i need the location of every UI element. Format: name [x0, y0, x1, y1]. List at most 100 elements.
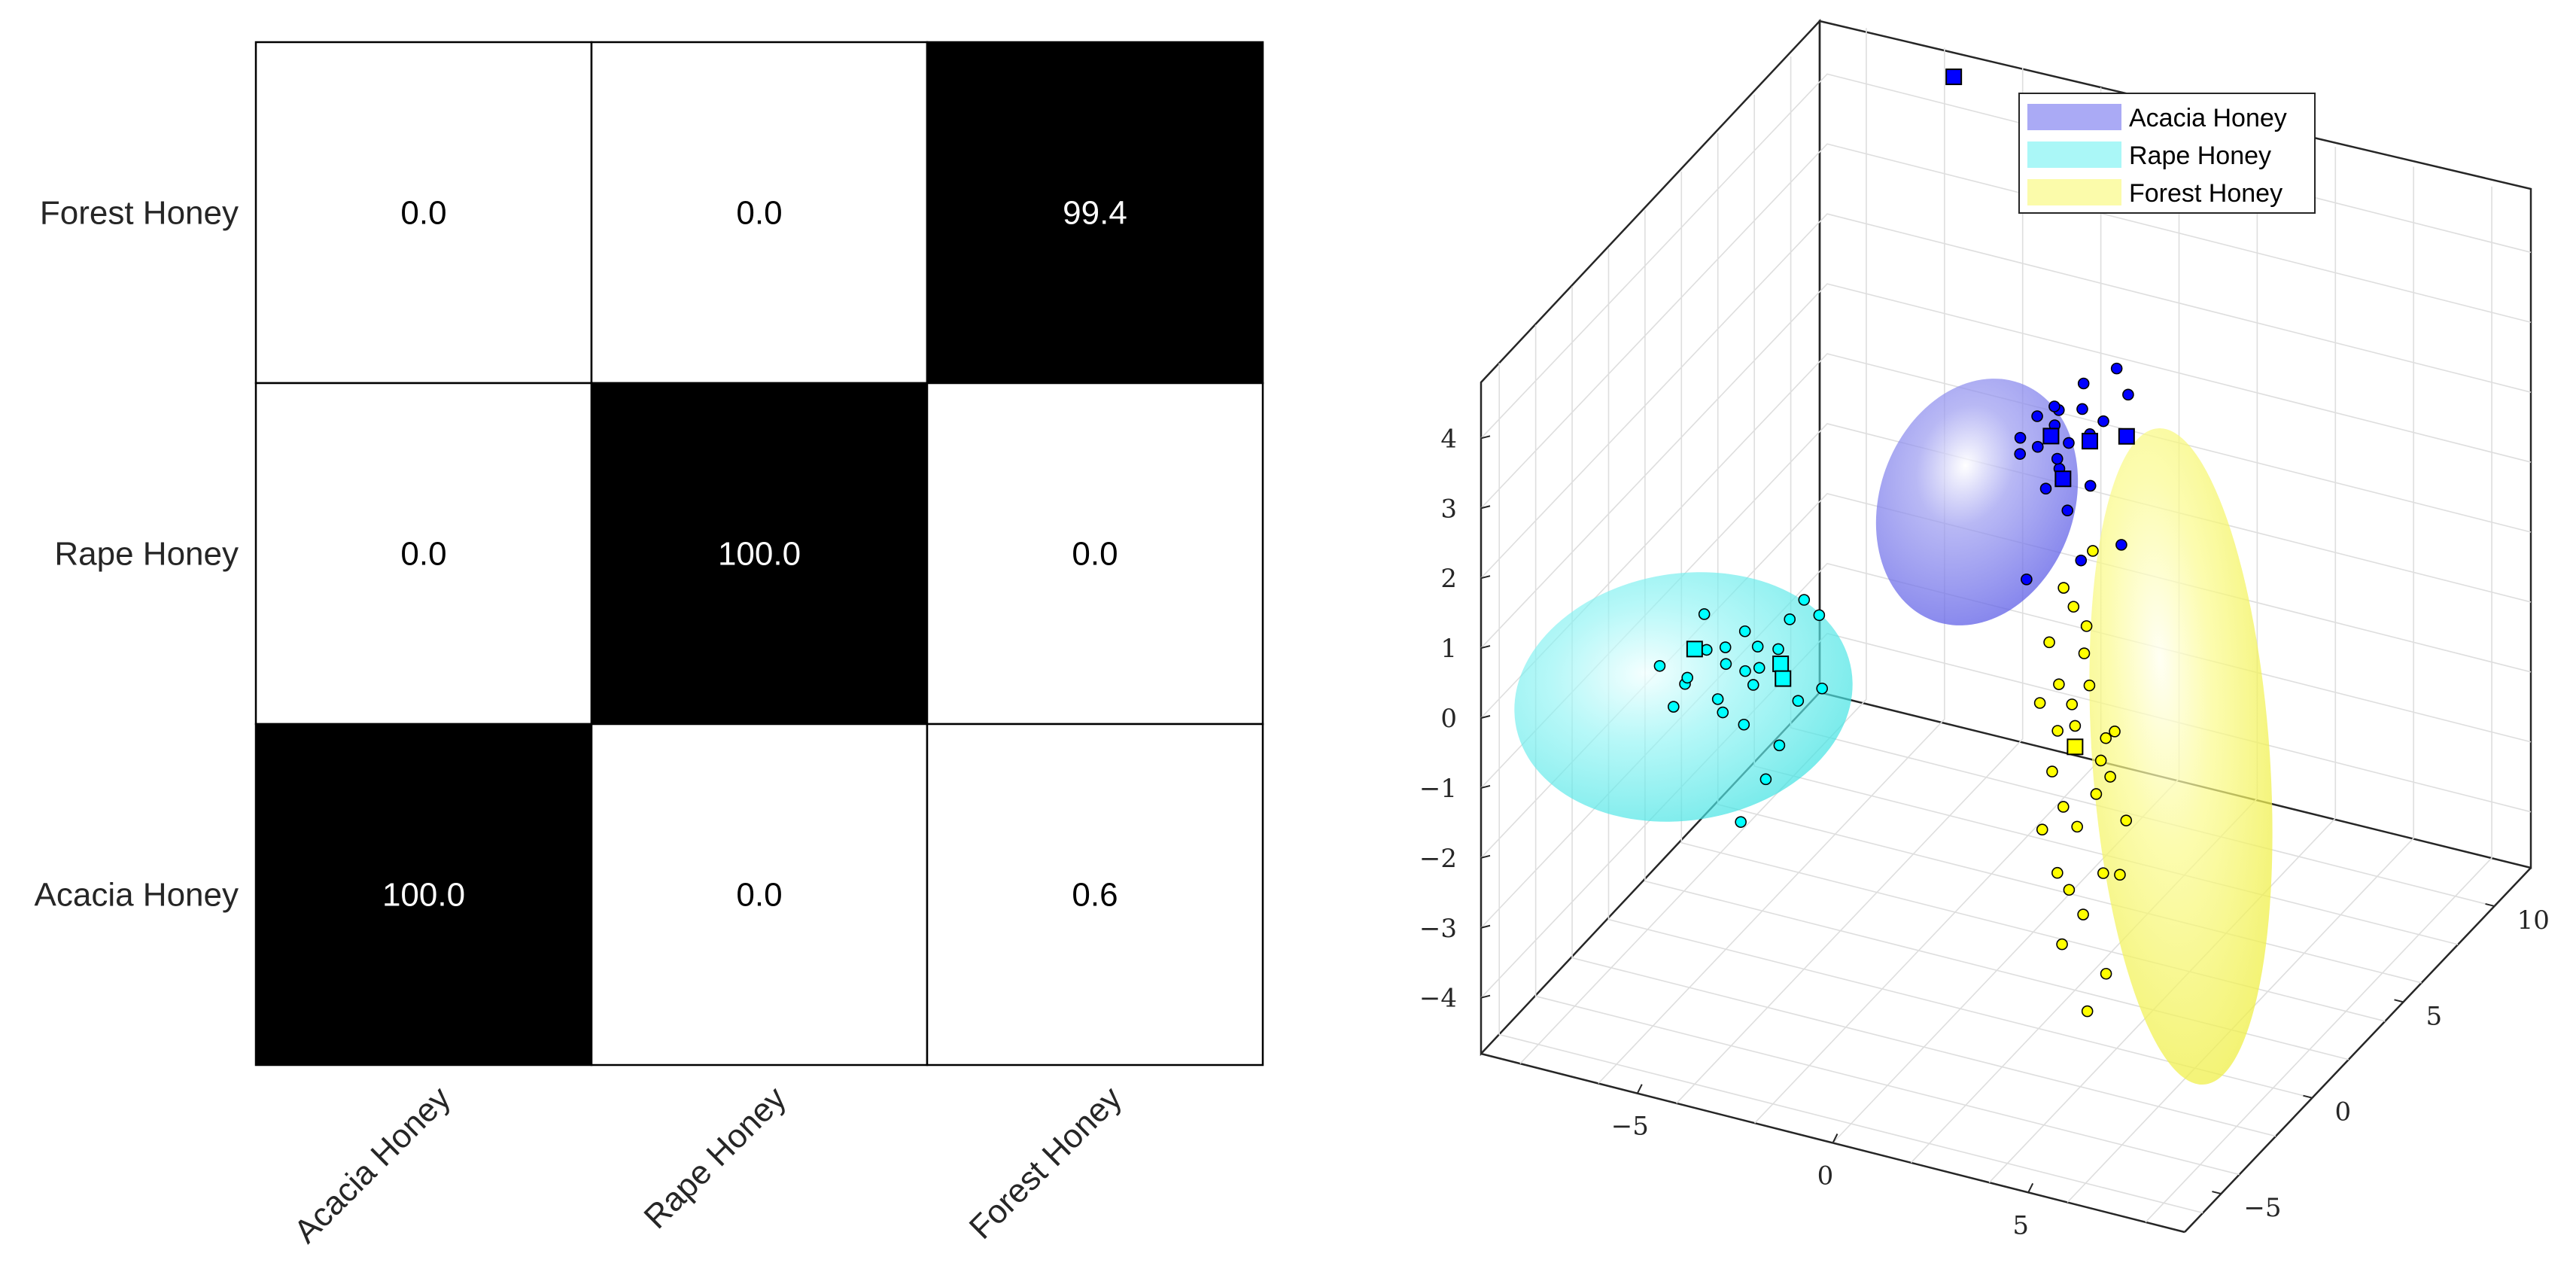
- point-forest-honey: [2051, 725, 2064, 737]
- gridline-z: [1480, 283, 2532, 649]
- y-tick-label: 5: [2426, 1001, 2443, 1031]
- gridline-z: [1480, 353, 2532, 719]
- legend: Acacia Honey Rape Honey Forest Honey: [2018, 93, 2316, 214]
- point-forest-honey: [2033, 697, 2046, 709]
- x-tick-mark: [1832, 1133, 1838, 1143]
- z-tick-label: 1: [1440, 634, 1457, 664]
- confusion-matrix-cells: [254, 41, 1264, 1067]
- point-acacia-honey: [2110, 362, 2123, 375]
- point-forest-honey: [2097, 867, 2109, 879]
- point-forest-honey: [2036, 823, 2048, 836]
- point-rape-honey: [1711, 693, 1724, 705]
- legend-label-forest-honey: Forest Honey: [2129, 179, 2283, 208]
- point-rape-honey: [1747, 679, 1759, 691]
- point-acacia-honey: [2115, 539, 2127, 551]
- point-forest-honey: [2078, 647, 2091, 659]
- gridline-y: [1717, 132, 2422, 984]
- z-tick-mark: [1480, 924, 1491, 929]
- point-acacia-honey: [2031, 440, 2044, 453]
- cell-acacia-honey-acacia-honey: [254, 723, 593, 1067]
- point-rape-honey: [1668, 701, 1680, 713]
- gridline-x: [2067, 166, 2414, 1203]
- x-tick-mark: [2027, 1182, 2034, 1193]
- square-marker-acacia-honey: [2042, 428, 2060, 445]
- ellipsoid-acacia-honey: [1875, 379, 2079, 625]
- point-rape-honey: [1719, 641, 1732, 653]
- series-rape-honey: [1653, 594, 1828, 828]
- gridline-x: [1676, 67, 2024, 1104]
- point-forest-honey: [2083, 679, 2096, 692]
- confusion-matrix-row-labels: Forest Honey Rape Honey Acacia Honey: [35, 195, 239, 914]
- z-tick-label: −3: [1419, 914, 1457, 944]
- gridline-y: [1534, 324, 2240, 1176]
- point-rape-honey: [1773, 739, 1786, 752]
- y-tick-mark: [2212, 1191, 2222, 1195]
- column-label-acacia-honey: Acacia Honey: [287, 1079, 458, 1250]
- x-tick-label: 0: [1817, 1161, 1834, 1191]
- legend-swatch-rape-honey: [2027, 141, 2121, 168]
- row-label-forest-honey: Forest Honey: [40, 195, 239, 232]
- cell-value: 0.0: [400, 536, 446, 573]
- point-rape-honey: [1735, 816, 1747, 828]
- gridline-x: [2145, 186, 2492, 1223]
- legend-label-rape-honey: Rape Honey: [2129, 141, 2271, 170]
- gridline-z: [1480, 143, 2532, 509]
- z-tick-label: 0: [1440, 704, 1457, 734]
- point-rape-honey: [1792, 695, 1805, 707]
- gridline-y: [1607, 248, 2313, 1099]
- point-acacia-honey: [2063, 437, 2075, 449]
- point-rape-honey: [1759, 773, 1772, 786]
- point-acacia-honey: [2039, 482, 2052, 494]
- square-marker-rape-honey: [1686, 641, 1703, 658]
- point-acacia-honey: [2021, 574, 2033, 586]
- cell-forest-honey-acacia-honey: [254, 41, 593, 385]
- z-tick-mark: [1480, 575, 1491, 580]
- legend-swatch-acacia-honey: [2027, 104, 2121, 130]
- z-tick-label: 2: [1440, 564, 1457, 594]
- confusion-matrix-column-labels: Acacia Honey Rape Honey Forest Honey: [287, 1079, 1129, 1250]
- series-forest-honey: [2033, 545, 2133, 1018]
- z-tick-label: −1: [1419, 774, 1457, 804]
- point-forest-honey: [2053, 678, 2065, 690]
- point-acacia-honey: [2076, 403, 2088, 415]
- point-forest-honey: [2114, 869, 2126, 881]
- point-forest-honey: [2077, 908, 2089, 920]
- cell-rape-honey-forest-honey: [926, 382, 1264, 726]
- z-tick-mark: [1480, 505, 1491, 510]
- point-rape-honey: [1784, 613, 1796, 625]
- point-rape-honey: [1798, 594, 1811, 606]
- confusion-matrix-values: 0.0 0.0 99.4 0.0 100.0 0.0 100.0 0.0 0.6: [382, 195, 1127, 914]
- point-rape-honey: [1753, 662, 1765, 674]
- point-rape-honey: [1738, 625, 1751, 637]
- cell-value: 0.0: [736, 195, 782, 232]
- cell-acacia-honey-forest-honey: [926, 723, 1264, 1067]
- z-tick-mark: [1480, 645, 1491, 650]
- point-forest-honey: [2087, 545, 2099, 557]
- y-tick-mark: [2303, 1094, 2313, 1099]
- point-forest-honey: [2094, 754, 2107, 767]
- cell-rape-honey-acacia-honey: [254, 382, 593, 726]
- z-tick-mark: [1480, 784, 1491, 789]
- square-marker-rape-honey: [1772, 656, 1790, 673]
- gridline-y: [1498, 363, 2203, 1214]
- cell-forest-honey-rape-honey: [590, 41, 929, 385]
- point-forest-honey: [2109, 726, 2121, 738]
- square-marker-acacia-honey: [2118, 428, 2135, 445]
- ellipsoid-forest-honey: [2089, 428, 2273, 1085]
- point-forest-honey: [2081, 1005, 2094, 1018]
- point-rape-honey: [1698, 608, 1711, 620]
- point-acacia-honey: [2077, 377, 2090, 390]
- square-marker-acacia-honey: [1945, 68, 1963, 86]
- point-acacia-honey: [2031, 410, 2043, 422]
- z-tick-mark: [1480, 994, 1491, 999]
- point-acacia-honey: [2051, 452, 2064, 465]
- x-tick-mark: [1636, 1084, 1643, 1094]
- gridline-x: [1988, 147, 2337, 1183]
- point-forest-honey: [2104, 771, 2116, 783]
- confidence-ellipsoids: [1514, 379, 2273, 1085]
- z-tick-label: −4: [1419, 984, 1457, 1014]
- z-tick-mark: [1480, 435, 1491, 440]
- gridline-y: [1644, 209, 2349, 1060]
